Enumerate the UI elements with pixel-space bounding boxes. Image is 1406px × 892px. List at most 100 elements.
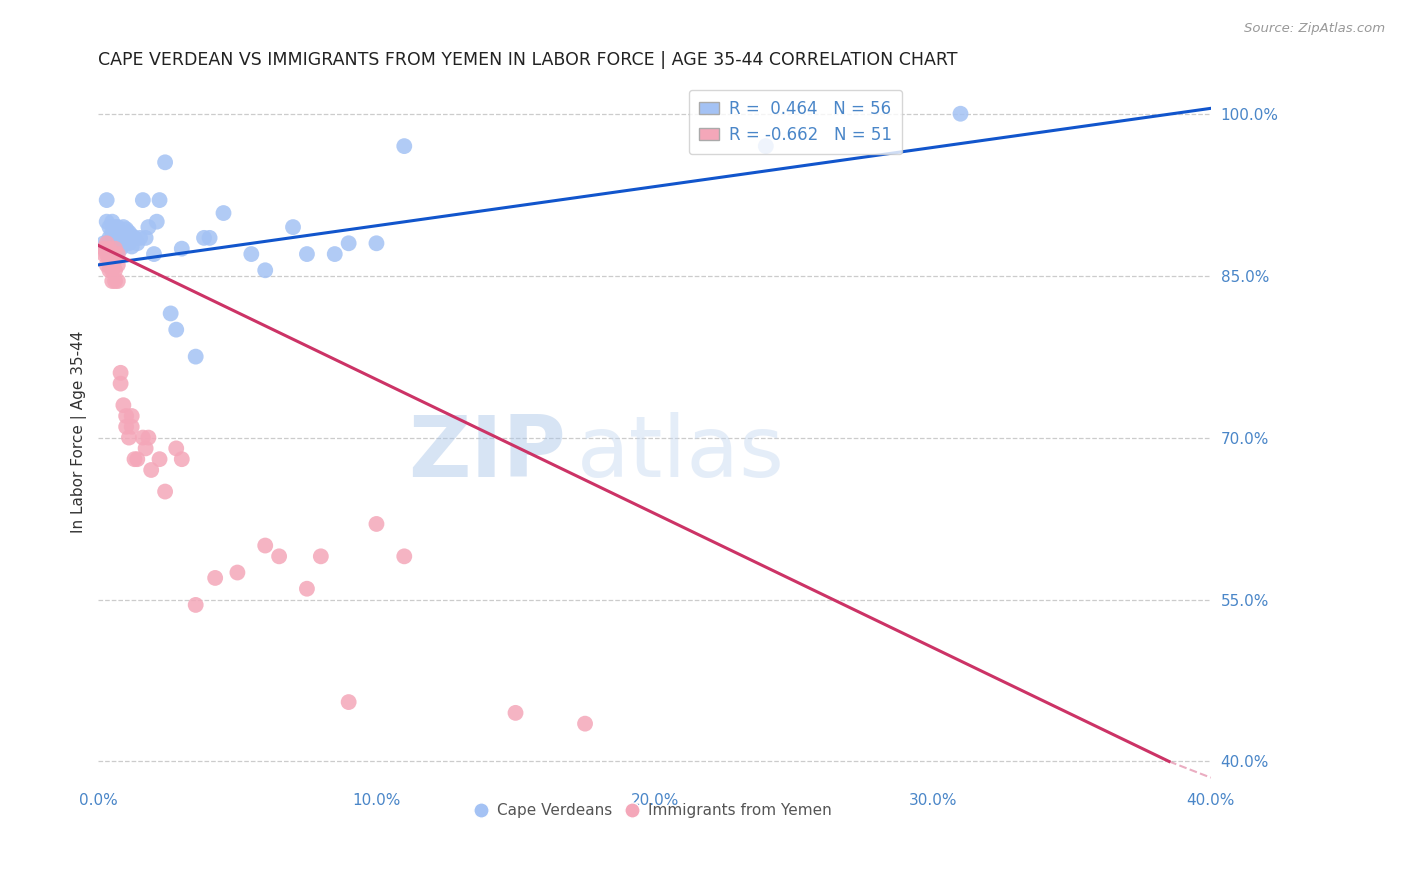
Point [138, 220, 160, 235]
Point [107, 220, 129, 235]
Point [101, 226, 124, 240]
Point [115, 419, 138, 434]
Point [254, 539, 277, 553]
Point [115, 236, 138, 251]
Point [107, 231, 129, 245]
Point [159, 306, 181, 320]
Point [143, 247, 166, 261]
Point [170, 452, 193, 467]
Point [254, 263, 277, 277]
Point [115, 409, 138, 423]
Point [138, 431, 160, 445]
Point [98, 263, 121, 277]
Point [104, 242, 127, 256]
Point [394, 549, 416, 564]
Point [101, 215, 124, 229]
Point [98, 220, 121, 235]
Point [129, 231, 152, 245]
Point [337, 695, 360, 709]
Point [93, 247, 115, 261]
Point [110, 236, 132, 251]
Point [135, 231, 157, 245]
Point [132, 193, 155, 207]
Point [135, 442, 157, 456]
Point [394, 139, 416, 153]
Point [101, 258, 124, 272]
Point [121, 409, 143, 423]
Point [165, 323, 187, 337]
Point [104, 252, 127, 267]
Point [107, 247, 129, 261]
Point [165, 442, 187, 456]
Text: atlas: atlas [576, 412, 785, 495]
Point [184, 598, 207, 612]
Point [96, 193, 118, 207]
Point [115, 222, 138, 236]
Point [98, 242, 121, 256]
Point [118, 431, 141, 445]
Point [110, 226, 132, 240]
Point [110, 366, 132, 380]
Point [110, 242, 132, 256]
Text: Source: ZipAtlas.com: Source: ZipAtlas.com [1244, 22, 1385, 36]
Point [112, 220, 135, 235]
Point [104, 242, 127, 256]
Point [193, 231, 215, 245]
Point [148, 193, 170, 207]
Point [295, 247, 318, 261]
Point [104, 231, 127, 245]
Point [145, 215, 167, 229]
Point [127, 452, 149, 467]
Point [118, 226, 141, 240]
Point [198, 231, 221, 245]
Point [96, 236, 118, 251]
Point [755, 139, 778, 153]
Point [124, 452, 146, 467]
Point [112, 231, 135, 245]
Legend: Cape Verdeans, Immigrants from Yemen: Cape Verdeans, Immigrants from Yemen [471, 797, 838, 824]
Point [98, 258, 121, 272]
Point [101, 236, 124, 251]
Point [104, 263, 127, 277]
Point [112, 398, 135, 412]
Point [323, 247, 346, 261]
Point [101, 247, 124, 261]
Point [115, 229, 138, 244]
Point [949, 107, 972, 121]
Point [98, 231, 121, 245]
Point [127, 236, 149, 251]
Point [226, 566, 249, 580]
Point [148, 452, 170, 467]
Point [96, 247, 118, 261]
Point [101, 263, 124, 277]
Point [295, 582, 318, 596]
Point [96, 258, 118, 272]
Point [204, 571, 226, 585]
Point [98, 247, 121, 261]
Point [132, 431, 155, 445]
Point [121, 239, 143, 253]
Point [170, 242, 193, 256]
Point [101, 247, 124, 261]
Point [281, 220, 304, 235]
Point [93, 242, 115, 256]
Point [212, 206, 235, 220]
Point [184, 350, 207, 364]
Point [309, 549, 332, 564]
Point [153, 484, 176, 499]
Point [112, 236, 135, 251]
Point [98, 247, 121, 261]
Point [110, 376, 132, 391]
Y-axis label: In Labor Force | Age 35-44: In Labor Force | Age 35-44 [72, 331, 87, 533]
Point [104, 220, 127, 235]
Point [107, 242, 129, 256]
Point [93, 236, 115, 251]
Point [98, 252, 121, 267]
Point [366, 236, 388, 251]
Point [121, 419, 143, 434]
Point [118, 236, 141, 251]
Point [574, 716, 596, 731]
Point [124, 231, 146, 245]
Point [121, 228, 143, 243]
Point [505, 706, 527, 720]
